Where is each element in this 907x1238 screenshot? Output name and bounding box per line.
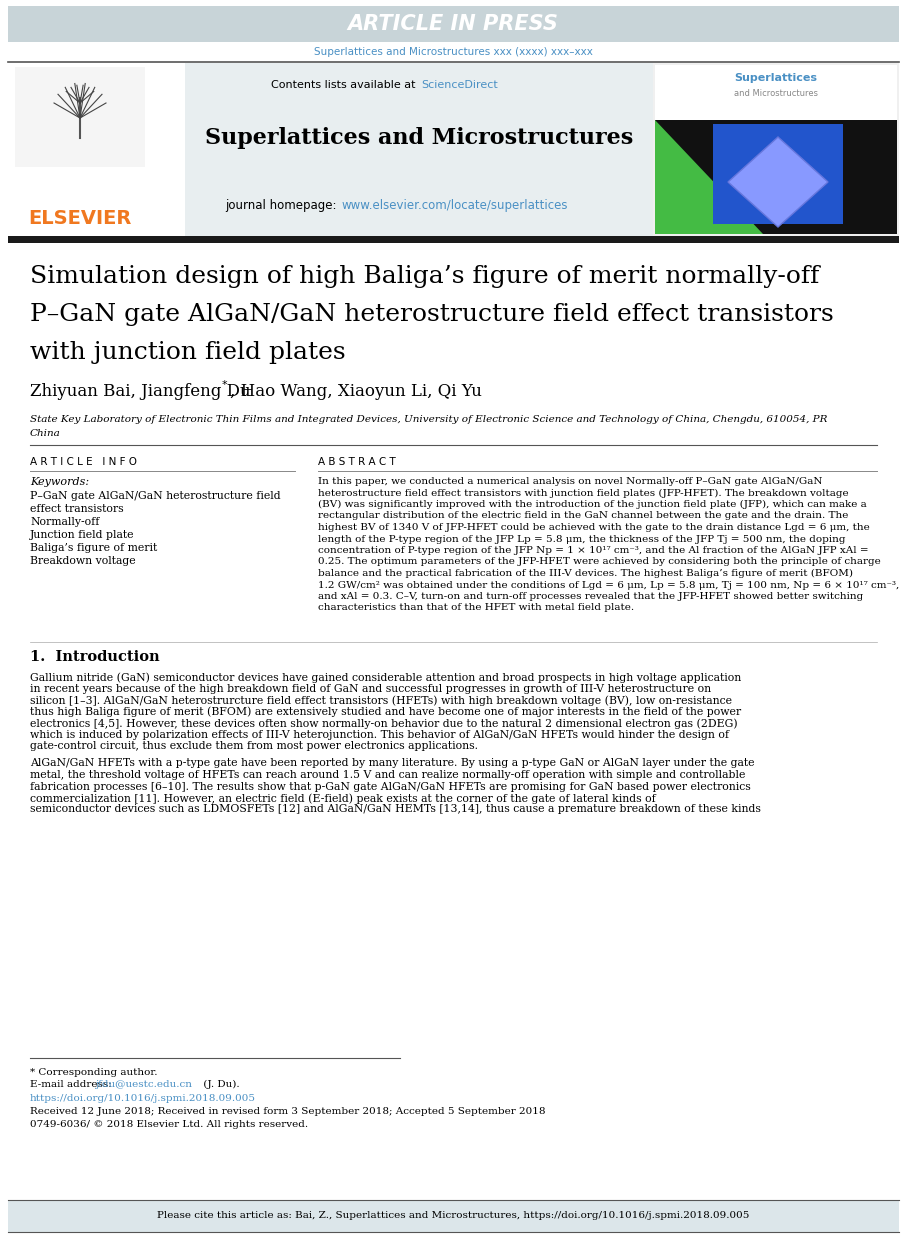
Text: Gallium nitride (GaN) semiconductor devices have gained considerable attention a: Gallium nitride (GaN) semiconductor devi… — [30, 672, 741, 682]
Text: Junction field plate: Junction field plate — [30, 530, 134, 540]
Bar — [8, 236, 899, 243]
Text: electronics [4,5]. However, these devices often show normally-on behavior due to: electronics [4,5]. However, these device… — [30, 718, 737, 728]
Text: gate-control circuit, thus exclude them from most power electronics applications: gate-control circuit, thus exclude them … — [30, 742, 478, 751]
Text: (J. Du).: (J. Du). — [200, 1080, 239, 1089]
Bar — [185, 63, 653, 236]
Text: https://doi.org/10.1016/j.spmi.2018.09.005: https://doi.org/10.1016/j.spmi.2018.09.0… — [30, 1094, 256, 1103]
Bar — [8, 6, 899, 42]
Bar — [655, 120, 897, 234]
Text: highest BV of 1340 V of JFP-HFET could be achieved with the gate to the drain di: highest BV of 1340 V of JFP-HFET could b… — [318, 522, 870, 532]
Text: A B S T R A C T: A B S T R A C T — [318, 457, 395, 467]
Polygon shape — [655, 120, 763, 234]
Text: ELSEVIER: ELSEVIER — [28, 208, 132, 228]
Text: balance and the practical fabrication of the III-V devices. The highest Baliga’s: balance and the practical fabrication of… — [318, 569, 853, 578]
Text: A R T I C L E   I N F O: A R T I C L E I N F O — [30, 457, 137, 467]
Text: metal, the threshold voltage of HFETs can reach around 1.5 V and can realize nor: metal, the threshold voltage of HFETs ca… — [30, 770, 746, 780]
Text: 1.  Introduction: 1. Introduction — [30, 650, 160, 664]
Text: , Hao Wang, Xiaoyun Li, Qi Yu: , Hao Wang, Xiaoyun Li, Qi Yu — [230, 383, 482, 400]
Text: In this paper, we conducted a numerical analysis on novel Normally-off P–GaN gat: In this paper, we conducted a numerical … — [318, 477, 823, 487]
Text: P–GaN gate AlGaN/GaN heterostructure field effect transistors: P–GaN gate AlGaN/GaN heterostructure fie… — [30, 303, 834, 326]
Text: 1.2 GW/cm² was obtained under the conditions of Lgd = 6 μm, Lp = 5.8 μm, Tj = 10: 1.2 GW/cm² was obtained under the condit… — [318, 581, 899, 589]
Text: Please cite this article as: Bai, Z., Superlattices and Microstructures, https:/: Please cite this article as: Bai, Z., Su… — [157, 1212, 749, 1221]
Text: effect transistors: effect transistors — [30, 504, 123, 514]
Text: commercialization [11]. However, an electric field (E-field) peak exists at the : commercialization [11]. However, an elec… — [30, 794, 656, 803]
Text: China: China — [30, 430, 61, 438]
Text: with junction field plates: with junction field plates — [30, 340, 346, 364]
Text: ScienceDirect: ScienceDirect — [421, 80, 498, 90]
Text: silicon [1–3]. AlGaN/GaN heterostrurcture field effect transistors (HFETs) with : silicon [1–3]. AlGaN/GaN heterostrurctur… — [30, 695, 732, 706]
Text: AlGaN/GaN HFETs with a p-type gate have been reported by many literature. By usi: AlGaN/GaN HFETs with a p-type gate have … — [30, 759, 755, 769]
Bar — [653, 63, 899, 236]
Text: Keywords:: Keywords: — [30, 477, 89, 487]
Text: length of the P-type region of the JFP Lp = 5.8 μm, the thickness of the JFP Tj : length of the P-type region of the JFP L… — [318, 535, 845, 543]
Text: jfdu@uestc.edu.cn: jfdu@uestc.edu.cn — [95, 1080, 192, 1089]
Text: journal homepage:: journal homepage: — [225, 199, 340, 213]
Text: Superlattices: Superlattices — [735, 73, 817, 83]
Text: which is induced by polarization effects of III-V heterojunction. This behavior : which is induced by polarization effects… — [30, 729, 729, 739]
Bar — [713, 124, 843, 224]
Text: ARTICLE IN PRESS: ARTICLE IN PRESS — [347, 14, 559, 33]
Bar — [8, 1200, 899, 1232]
Text: E-mail address:: E-mail address: — [30, 1080, 115, 1089]
Bar — [655, 66, 897, 120]
Text: concentration of P-type region of the JFP Np = 1 × 10¹⁷ cm⁻³, and the Al fractio: concentration of P-type region of the JF… — [318, 546, 869, 555]
Polygon shape — [728, 137, 828, 227]
Text: thus high Baliga figure of merit (BFOM) are extensively studied and have become : thus high Baliga figure of merit (BFOM) … — [30, 707, 741, 717]
Bar — [8, 63, 185, 236]
Text: www.elsevier.com/locate/superlattices: www.elsevier.com/locate/superlattices — [342, 199, 569, 213]
Text: and Microstructures: and Microstructures — [734, 88, 818, 98]
Text: 0749-6036/ © 2018 Elsevier Ltd. All rights reserved.: 0749-6036/ © 2018 Elsevier Ltd. All righ… — [30, 1120, 308, 1129]
Text: characteristics than that of the HFET with metal field plate.: characteristics than that of the HFET wi… — [318, 603, 634, 613]
Text: Zhiyuan Bai, Jiangfeng Du: Zhiyuan Bai, Jiangfeng Du — [30, 383, 250, 400]
Text: and xAl = 0.3. C–V, turn-on and turn-off processes revealed that the JFP-HFET sh: and xAl = 0.3. C–V, turn-on and turn-off… — [318, 592, 863, 600]
Text: rectangular distribution of the electric field in the GaN channel between the ga: rectangular distribution of the electric… — [318, 511, 848, 520]
Text: Superlattices and Microstructures: Superlattices and Microstructures — [205, 128, 633, 149]
Text: heterostructure field effect transistors with junction field plates (JFP-HFET). : heterostructure field effect transistors… — [318, 489, 849, 498]
Text: Received 12 June 2018; Received in revised form 3 September 2018; Accepted 5 Sep: Received 12 June 2018; Received in revis… — [30, 1107, 545, 1115]
Text: 0.25. The optimum parameters of the JFP-HFET were achieved by considering both t: 0.25. The optimum parameters of the JFP-… — [318, 557, 881, 567]
Text: * Corresponding author.: * Corresponding author. — [30, 1068, 158, 1077]
Text: State Key Laboratory of Electronic Thin Films and Integrated Devices, University: State Key Laboratory of Electronic Thin … — [30, 415, 827, 423]
Text: Normally-off: Normally-off — [30, 517, 100, 527]
Text: fabrication processes [6–10]. The results show that p-GaN gate AlGaN/GaN HFETs a: fabrication processes [6–10]. The result… — [30, 781, 751, 791]
Text: Contents lists available at: Contents lists available at — [271, 80, 419, 90]
Text: semiconductor devices such as LDMOSFETs [12] and AlGaN/GaN HEMTs [13,14], thus c: semiconductor devices such as LDMOSFETs … — [30, 805, 761, 815]
Text: Breakdown voltage: Breakdown voltage — [30, 556, 136, 566]
Text: *: * — [222, 380, 228, 390]
Text: Baliga’s figure of merit: Baliga’s figure of merit — [30, 543, 157, 553]
Text: Superlattices and Microstructures xxx (xxxx) xxx–xxx: Superlattices and Microstructures xxx (x… — [314, 47, 592, 57]
Text: in recent years because of the high breakdown field of GaN and successful progre: in recent years because of the high brea… — [30, 683, 711, 693]
Bar — [15, 67, 145, 167]
Text: P–GaN gate AlGaN/GaN heterostructure field: P–GaN gate AlGaN/GaN heterostructure fie… — [30, 491, 280, 501]
Text: (BV) was significantly improved with the introduction of the junction field plat: (BV) was significantly improved with the… — [318, 500, 867, 509]
Text: Simulation design of high Baliga’s figure of merit normally-off: Simulation design of high Baliga’s figur… — [30, 265, 819, 288]
